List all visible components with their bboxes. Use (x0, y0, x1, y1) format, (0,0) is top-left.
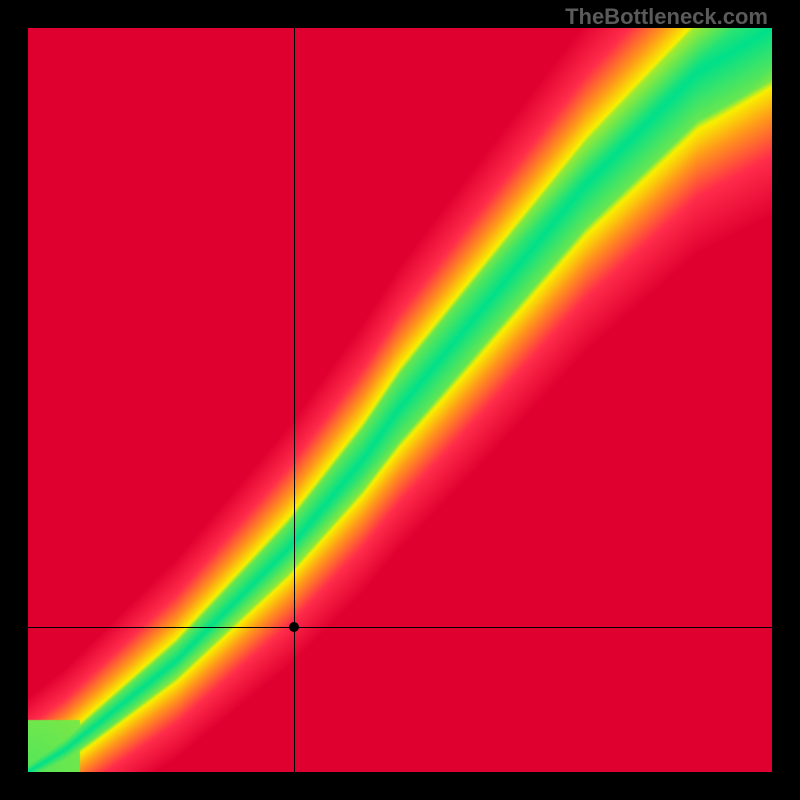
crosshair-vertical (294, 28, 295, 772)
crosshair-horizontal (28, 627, 772, 628)
heatmap-plot (28, 28, 772, 772)
crosshair-marker-dot (289, 622, 299, 632)
watermark-text: TheBottleneck.com (565, 4, 768, 30)
heatmap-canvas (28, 28, 772, 772)
